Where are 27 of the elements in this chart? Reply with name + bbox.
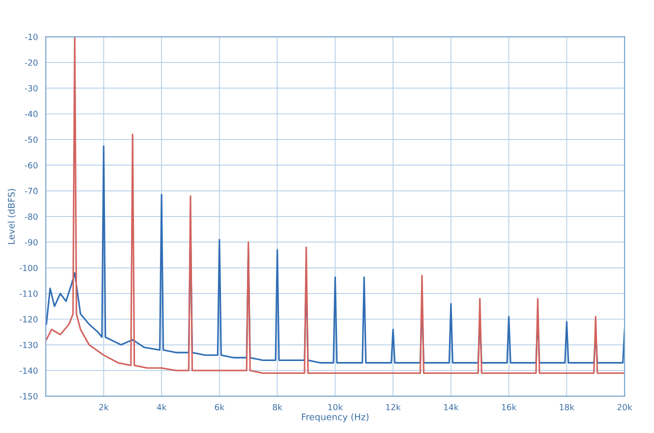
y-tick-label: -120 (20, 316, 38, 322)
x-tick-label: 12k (386, 404, 401, 410)
y-tick-label: -30 (24, 85, 38, 92)
y-tick-label: -10 (24, 34, 38, 40)
y-tick-label: -110 (20, 290, 38, 297)
y-tick-label: -70 (24, 188, 38, 194)
x-tick-label: 4k (156, 404, 167, 410)
y-tick-label: -140 (20, 368, 38, 374)
y-tick-label: -100 (20, 264, 38, 272)
y-tick-label: -40 (24, 110, 38, 118)
y-tick-label: -90 (24, 239, 38, 246)
x-tick-label: 16k (502, 404, 517, 410)
y-tick-label: -130 (20, 342, 38, 348)
x-tick-label: 6k (214, 404, 224, 410)
x-tick-label: 14k (444, 404, 459, 410)
y-axis-title: Level (dBFS) (8, 189, 16, 244)
x-tick-label: 10k (328, 404, 343, 410)
y-tick-label: -50 (24, 136, 38, 143)
x-tick-label: 8k (272, 404, 282, 410)
x-tick-label: 20k (617, 404, 632, 410)
y-tick-label: -150 (20, 393, 38, 400)
x-tick-label: 2k (99, 404, 109, 410)
y-tick-label: -20 (24, 59, 38, 66)
x-axis-title: Frequency (Hz) (302, 413, 368, 422)
y-tick-label: -80 (24, 213, 38, 220)
x-tick-label: 18k (560, 404, 574, 410)
y-tick-label: -60 (24, 162, 38, 168)
